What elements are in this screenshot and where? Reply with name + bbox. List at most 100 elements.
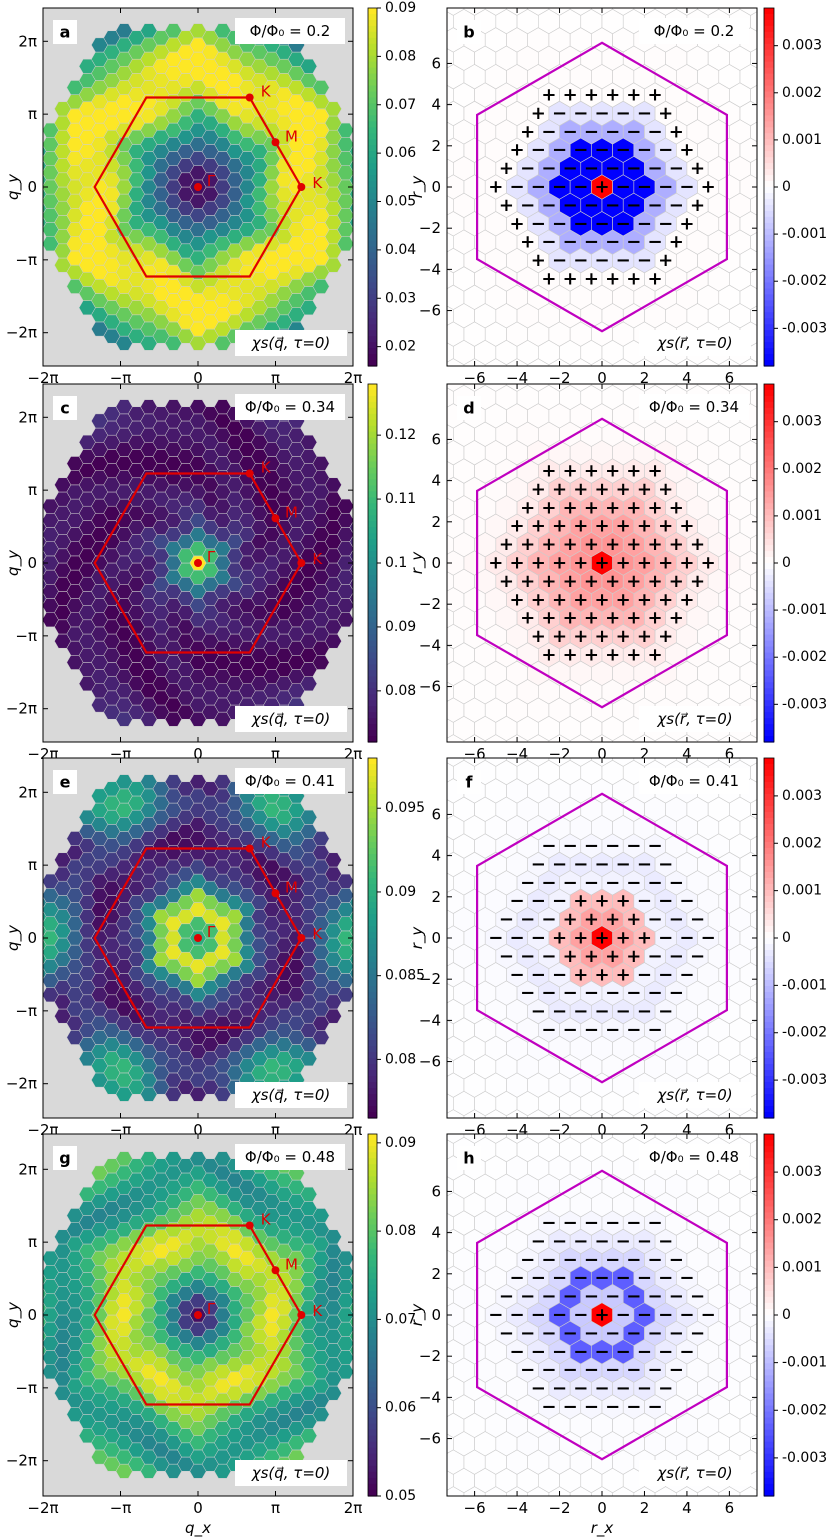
x-tick-label: π [271, 369, 280, 387]
colorbar-segment [368, 830, 377, 837]
colorbar-segment [764, 306, 774, 313]
colorbar-segment [764, 706, 774, 713]
sign-mark: + [648, 608, 663, 629]
sign-mark: − [648, 946, 663, 967]
sign-mark: − [563, 1019, 578, 1040]
colorbar-segment [764, 694, 774, 701]
colorbar-segment [764, 1441, 774, 1449]
colorbar-segment [764, 527, 774, 534]
colorbar-tick-label: 0.002 [782, 1212, 822, 1228]
colorbar-segment [368, 854, 377, 861]
colorbar-segment [764, 175, 774, 182]
colorbar-segment [764, 598, 774, 606]
colorbar-segment [764, 1357, 774, 1364]
heatmap-cell [349, 924, 353, 938]
colorbar-segment [764, 1070, 774, 1077]
sign-mark: + [616, 589, 631, 610]
sign-mark: + [594, 177, 609, 198]
colorbar-segment [368, 652, 377, 660]
x-tick-label: 6 [725, 1121, 735, 1139]
panel-letter: g [59, 1149, 70, 1168]
sign-mark: − [531, 1305, 546, 1326]
colorbar-segment [764, 1290, 774, 1298]
heatmap-cell [750, 387, 757, 408]
sign-mark: + [563, 608, 578, 629]
sign-mark: + [690, 158, 705, 179]
colorbar-segment [368, 866, 377, 873]
sign-mark: − [531, 854, 546, 875]
colorbar-segment [368, 91, 377, 99]
sign-mark: − [541, 909, 556, 930]
k-point [245, 844, 254, 853]
colorbar-segment [764, 13, 774, 21]
sign-mark: + [594, 891, 609, 912]
colorbar-segment [764, 276, 774, 284]
sign-mark: − [637, 213, 652, 234]
colorbar-segment [764, 592, 774, 600]
colorbar-segment [368, 85, 377, 93]
heatmap-cell [739, 8, 757, 16]
colorbar-segment [764, 968, 774, 975]
colorbar-segment [368, 1112, 377, 1119]
colorbar-segment [764, 1278, 774, 1286]
sign-mark: − [626, 1213, 641, 1234]
y-axis-title-text: r_y [408, 551, 427, 575]
colorbar-segment [764, 1351, 774, 1358]
colorbar-segment [368, 1248, 377, 1256]
sign-mark: + [679, 553, 694, 574]
sign-mark: + [541, 644, 556, 665]
colorbar-segment [368, 670, 377, 677]
heatmap-cell [43, 924, 47, 938]
colorbar-segment [368, 539, 377, 546]
colorbar-segment [764, 1308, 774, 1316]
colorbar-segment [764, 1146, 774, 1153]
sign-mark: − [626, 121, 641, 142]
sign-mark: − [594, 1231, 609, 1252]
sign-mark: − [605, 1019, 620, 1040]
colorbar-segment [764, 473, 774, 481]
sign-mark: − [520, 909, 535, 930]
colorbar-segment [368, 151, 377, 158]
colorbar-segment [764, 1064, 774, 1071]
colorbar-segment [368, 1302, 377, 1310]
colorbar-segment [764, 926, 774, 933]
y-tick-label: −6 [419, 302, 441, 320]
y-tick-label: 0 [431, 929, 441, 947]
y-tick-label: −4 [419, 260, 441, 278]
colorbar-tick-label: -0.002 [782, 649, 827, 665]
sign-mark: − [563, 1213, 578, 1234]
colorbar-tick-label: 0.08 [385, 683, 416, 699]
sign-mark: − [520, 1286, 535, 1307]
sign-mark: − [637, 177, 652, 198]
colorbar-segment [368, 1100, 377, 1107]
colorbar-segment [764, 139, 774, 146]
sign-mark: − [573, 103, 588, 124]
sign-mark: + [637, 928, 652, 949]
sign-mark: + [669, 571, 684, 592]
colorbar-segment [368, 598, 377, 606]
colorbar-segment [368, 1339, 377, 1346]
sign-mark: − [605, 1396, 620, 1417]
colorbar-segment [368, 25, 377, 33]
sign-mark: + [605, 461, 620, 482]
colorbar-tick-label: 0.02 [385, 339, 416, 355]
colorbar-segment [368, 974, 377, 981]
sign-mark: + [616, 928, 631, 949]
gamma-point [194, 934, 202, 942]
sign-mark: + [679, 516, 694, 537]
colorbar-segment [368, 187, 377, 194]
panel-d: ++++++++++++++++++++++++++++++++++++++++… [408, 383, 827, 763]
colorbar-segment [764, 73, 774, 81]
sign-mark: − [531, 1378, 546, 1399]
sign-mark: + [605, 497, 620, 518]
sign-mark: − [573, 177, 588, 198]
colorbar-segment [368, 1176, 377, 1183]
colorbar-segment [368, 646, 377, 654]
sign-mark: + [658, 553, 673, 574]
colorbar-segment [368, 956, 377, 963]
colorbar-segment [368, 228, 377, 236]
colorbar-segment [368, 1158, 377, 1165]
sign-mark: + [648, 268, 663, 289]
heatmap-cell [349, 202, 353, 215]
x-tick-label: −6 [464, 369, 486, 387]
